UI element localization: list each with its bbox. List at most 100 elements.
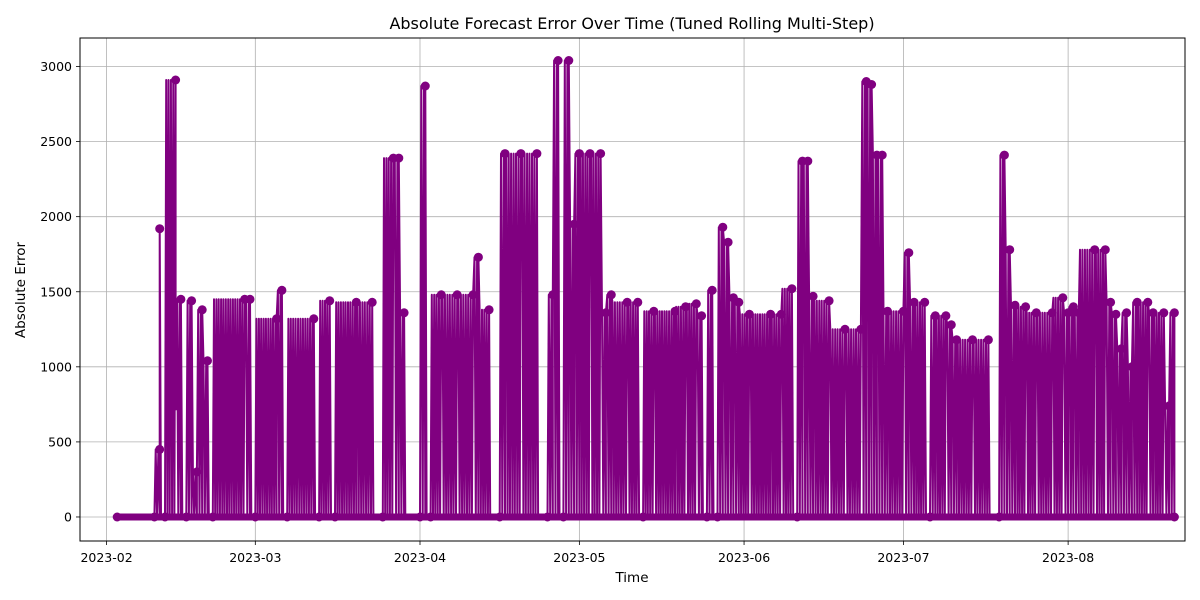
x-tick-label: 2023-02: [80, 550, 132, 565]
data-point: [909, 297, 919, 307]
data-point: [1143, 297, 1153, 307]
data-point: [1106, 297, 1116, 307]
data-point: [574, 149, 584, 159]
data-point: [1031, 308, 1041, 318]
data-point: [585, 149, 595, 159]
data-point: [596, 149, 606, 159]
data-point: [734, 297, 744, 307]
data-point: [925, 512, 935, 522]
data-point: [160, 512, 170, 522]
data-point: [904, 248, 914, 258]
x-tick-label: 2023-06: [718, 550, 770, 565]
data-point: [633, 297, 643, 307]
data-point: [867, 80, 877, 89]
data-point: [155, 444, 165, 454]
data-point: [1111, 309, 1121, 319]
data-point: [532, 149, 542, 159]
data-point: [1047, 308, 1057, 318]
data-point: [197, 305, 207, 315]
data-point: [176, 294, 186, 304]
data-point: [378, 512, 388, 522]
data-point: [638, 512, 648, 522]
data-point: [367, 297, 377, 307]
data-point: [622, 297, 632, 307]
data-point: [330, 512, 340, 522]
data-point: [495, 512, 505, 522]
y-tick-label: 2500: [40, 134, 72, 149]
x-tick-label: 2023-05: [553, 550, 605, 565]
data-point: [272, 314, 282, 324]
data-point: [702, 512, 712, 522]
data-point: [723, 237, 733, 247]
data-point: [601, 308, 611, 318]
data-point: [920, 297, 930, 307]
data-point: [766, 309, 776, 319]
data-point: [473, 252, 483, 262]
data-point: [436, 290, 446, 300]
x-axis-title: Time: [614, 570, 648, 586]
x-tick-label: 2023-03: [229, 550, 281, 565]
data-point: [718, 222, 728, 232]
data-point: [187, 296, 197, 306]
data-point: [155, 224, 165, 234]
data-point: [840, 324, 850, 334]
y-tick-label: 1500: [40, 284, 72, 299]
data-point: [952, 335, 962, 345]
data-point: [415, 512, 425, 522]
y-tick-label: 0: [64, 509, 72, 524]
data-point: [968, 335, 977, 345]
data-point: [776, 309, 786, 319]
data-point: [691, 299, 701, 309]
data-point: [681, 302, 691, 312]
data-point: [468, 290, 478, 300]
data-point: [1021, 302, 1031, 312]
y-tick-label: 2000: [40, 209, 72, 224]
chart-title: Absolute Forecast Error Over Time (Tuned…: [389, 14, 874, 33]
data-point: [856, 324, 866, 334]
x-tick-label: 2023-04: [394, 550, 446, 565]
data-point: [824, 296, 834, 306]
data-point: [1068, 302, 1078, 312]
data-point: [484, 305, 494, 315]
data-point: [112, 512, 122, 522]
data-point: [898, 306, 908, 316]
data-point: [1164, 401, 1174, 411]
data-point: [181, 512, 191, 522]
y-tick-label: 1000: [40, 359, 72, 374]
data-point: [426, 512, 436, 522]
data-point: [399, 308, 409, 318]
data-point: [420, 81, 430, 91]
data-point: [1063, 308, 1073, 318]
data-point: [1090, 245, 1100, 255]
data-point: [1148, 308, 1158, 318]
data-point: [192, 467, 202, 477]
data-point: [452, 290, 462, 300]
data-point: [1169, 308, 1179, 318]
data-point: [744, 309, 754, 319]
data-point: [1132, 297, 1142, 307]
data-point: [983, 335, 993, 345]
data-point: [808, 291, 818, 301]
data-point: [500, 149, 510, 159]
data-point: [171, 401, 181, 411]
data-point: [569, 219, 579, 229]
data-point: [1005, 245, 1015, 255]
data-point: [649, 306, 659, 316]
data-point: [1100, 245, 1110, 255]
data-point: [1074, 308, 1084, 318]
data-point: [787, 284, 797, 294]
y-tick-label: 3000: [40, 59, 72, 74]
data-point: [713, 512, 722, 522]
data-point: [946, 320, 956, 330]
data-point: [999, 150, 1009, 160]
series-group: [112, 56, 1179, 522]
data-point: [394, 153, 404, 163]
data-point: [941, 311, 951, 321]
data-point: [548, 290, 558, 300]
data-point: [606, 290, 616, 300]
data-point: [697, 311, 707, 321]
series-line: [117, 59, 1176, 518]
data-point: [1122, 308, 1132, 318]
data-point: [250, 512, 260, 522]
